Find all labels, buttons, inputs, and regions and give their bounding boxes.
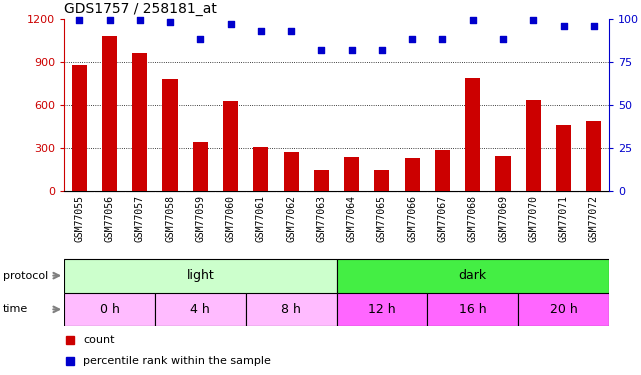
Point: [498, 36, 508, 42]
Bar: [72, 65, 87, 191]
Point: [104, 18, 115, 24]
Bar: [587, 121, 601, 191]
Text: GSM77072: GSM77072: [589, 195, 599, 242]
Text: GSM77057: GSM77057: [135, 195, 145, 242]
Text: time: time: [3, 304, 28, 314]
Text: GSM77061: GSM77061: [256, 195, 266, 242]
Text: GSM77069: GSM77069: [498, 195, 508, 242]
Text: 0 h: 0 h: [99, 303, 119, 316]
Point: [135, 18, 145, 24]
Point: [558, 22, 569, 28]
Bar: [526, 100, 541, 191]
Text: count: count: [83, 335, 115, 345]
Text: 20 h: 20 h: [550, 303, 578, 316]
Text: dark: dark: [459, 269, 487, 282]
Text: GSM77071: GSM77071: [558, 195, 569, 242]
Text: GSM77058: GSM77058: [165, 195, 175, 242]
Text: 4 h: 4 h: [190, 303, 210, 316]
Point: [437, 36, 447, 42]
Bar: [428, 292, 518, 326]
Text: GSM77062: GSM77062: [286, 195, 296, 242]
Bar: [102, 36, 117, 191]
Point: [256, 28, 266, 34]
Point: [377, 47, 387, 53]
Bar: [155, 292, 246, 326]
Text: GDS1757 / 258181_at: GDS1757 / 258181_at: [64, 2, 217, 16]
Point: [165, 19, 175, 25]
Bar: [337, 292, 428, 326]
Text: 16 h: 16 h: [459, 303, 487, 316]
Text: GSM77068: GSM77068: [468, 195, 478, 242]
Bar: [518, 292, 609, 326]
Bar: [404, 158, 420, 191]
Text: light: light: [187, 269, 214, 282]
Text: GSM77070: GSM77070: [528, 195, 538, 242]
Point: [528, 18, 538, 24]
Text: GSM77059: GSM77059: [196, 195, 205, 242]
Text: GSM77065: GSM77065: [377, 195, 387, 242]
Point: [316, 47, 326, 53]
Point: [226, 21, 236, 27]
Text: GSM77060: GSM77060: [226, 195, 236, 242]
Text: 12 h: 12 h: [368, 303, 395, 316]
Text: protocol: protocol: [3, 271, 49, 280]
Text: GSM77063: GSM77063: [317, 195, 326, 242]
Text: GSM77066: GSM77066: [407, 195, 417, 242]
Point: [407, 36, 417, 42]
Text: percentile rank within the sample: percentile rank within the sample: [83, 356, 271, 366]
Bar: [374, 170, 390, 191]
Bar: [64, 259, 337, 292]
Point: [286, 28, 296, 34]
Bar: [223, 101, 238, 191]
Text: GSM77067: GSM77067: [437, 195, 447, 242]
Point: [467, 18, 478, 24]
Bar: [283, 152, 299, 191]
Point: [195, 36, 205, 42]
Point: [74, 18, 85, 24]
Bar: [344, 157, 359, 191]
Bar: [314, 170, 329, 191]
Text: GSM77064: GSM77064: [347, 195, 356, 242]
Bar: [337, 259, 609, 292]
Bar: [435, 150, 450, 191]
Bar: [64, 292, 155, 326]
Text: GSM77055: GSM77055: [74, 195, 84, 242]
Bar: [465, 78, 480, 191]
Text: GSM77056: GSM77056: [104, 195, 115, 242]
Bar: [495, 156, 511, 191]
Bar: [253, 147, 269, 191]
Bar: [193, 142, 208, 191]
Point: [588, 22, 599, 28]
Bar: [162, 79, 178, 191]
Bar: [246, 292, 337, 326]
Bar: [132, 53, 147, 191]
Point: [347, 47, 357, 53]
Bar: [556, 125, 571, 191]
Text: 8 h: 8 h: [281, 303, 301, 316]
